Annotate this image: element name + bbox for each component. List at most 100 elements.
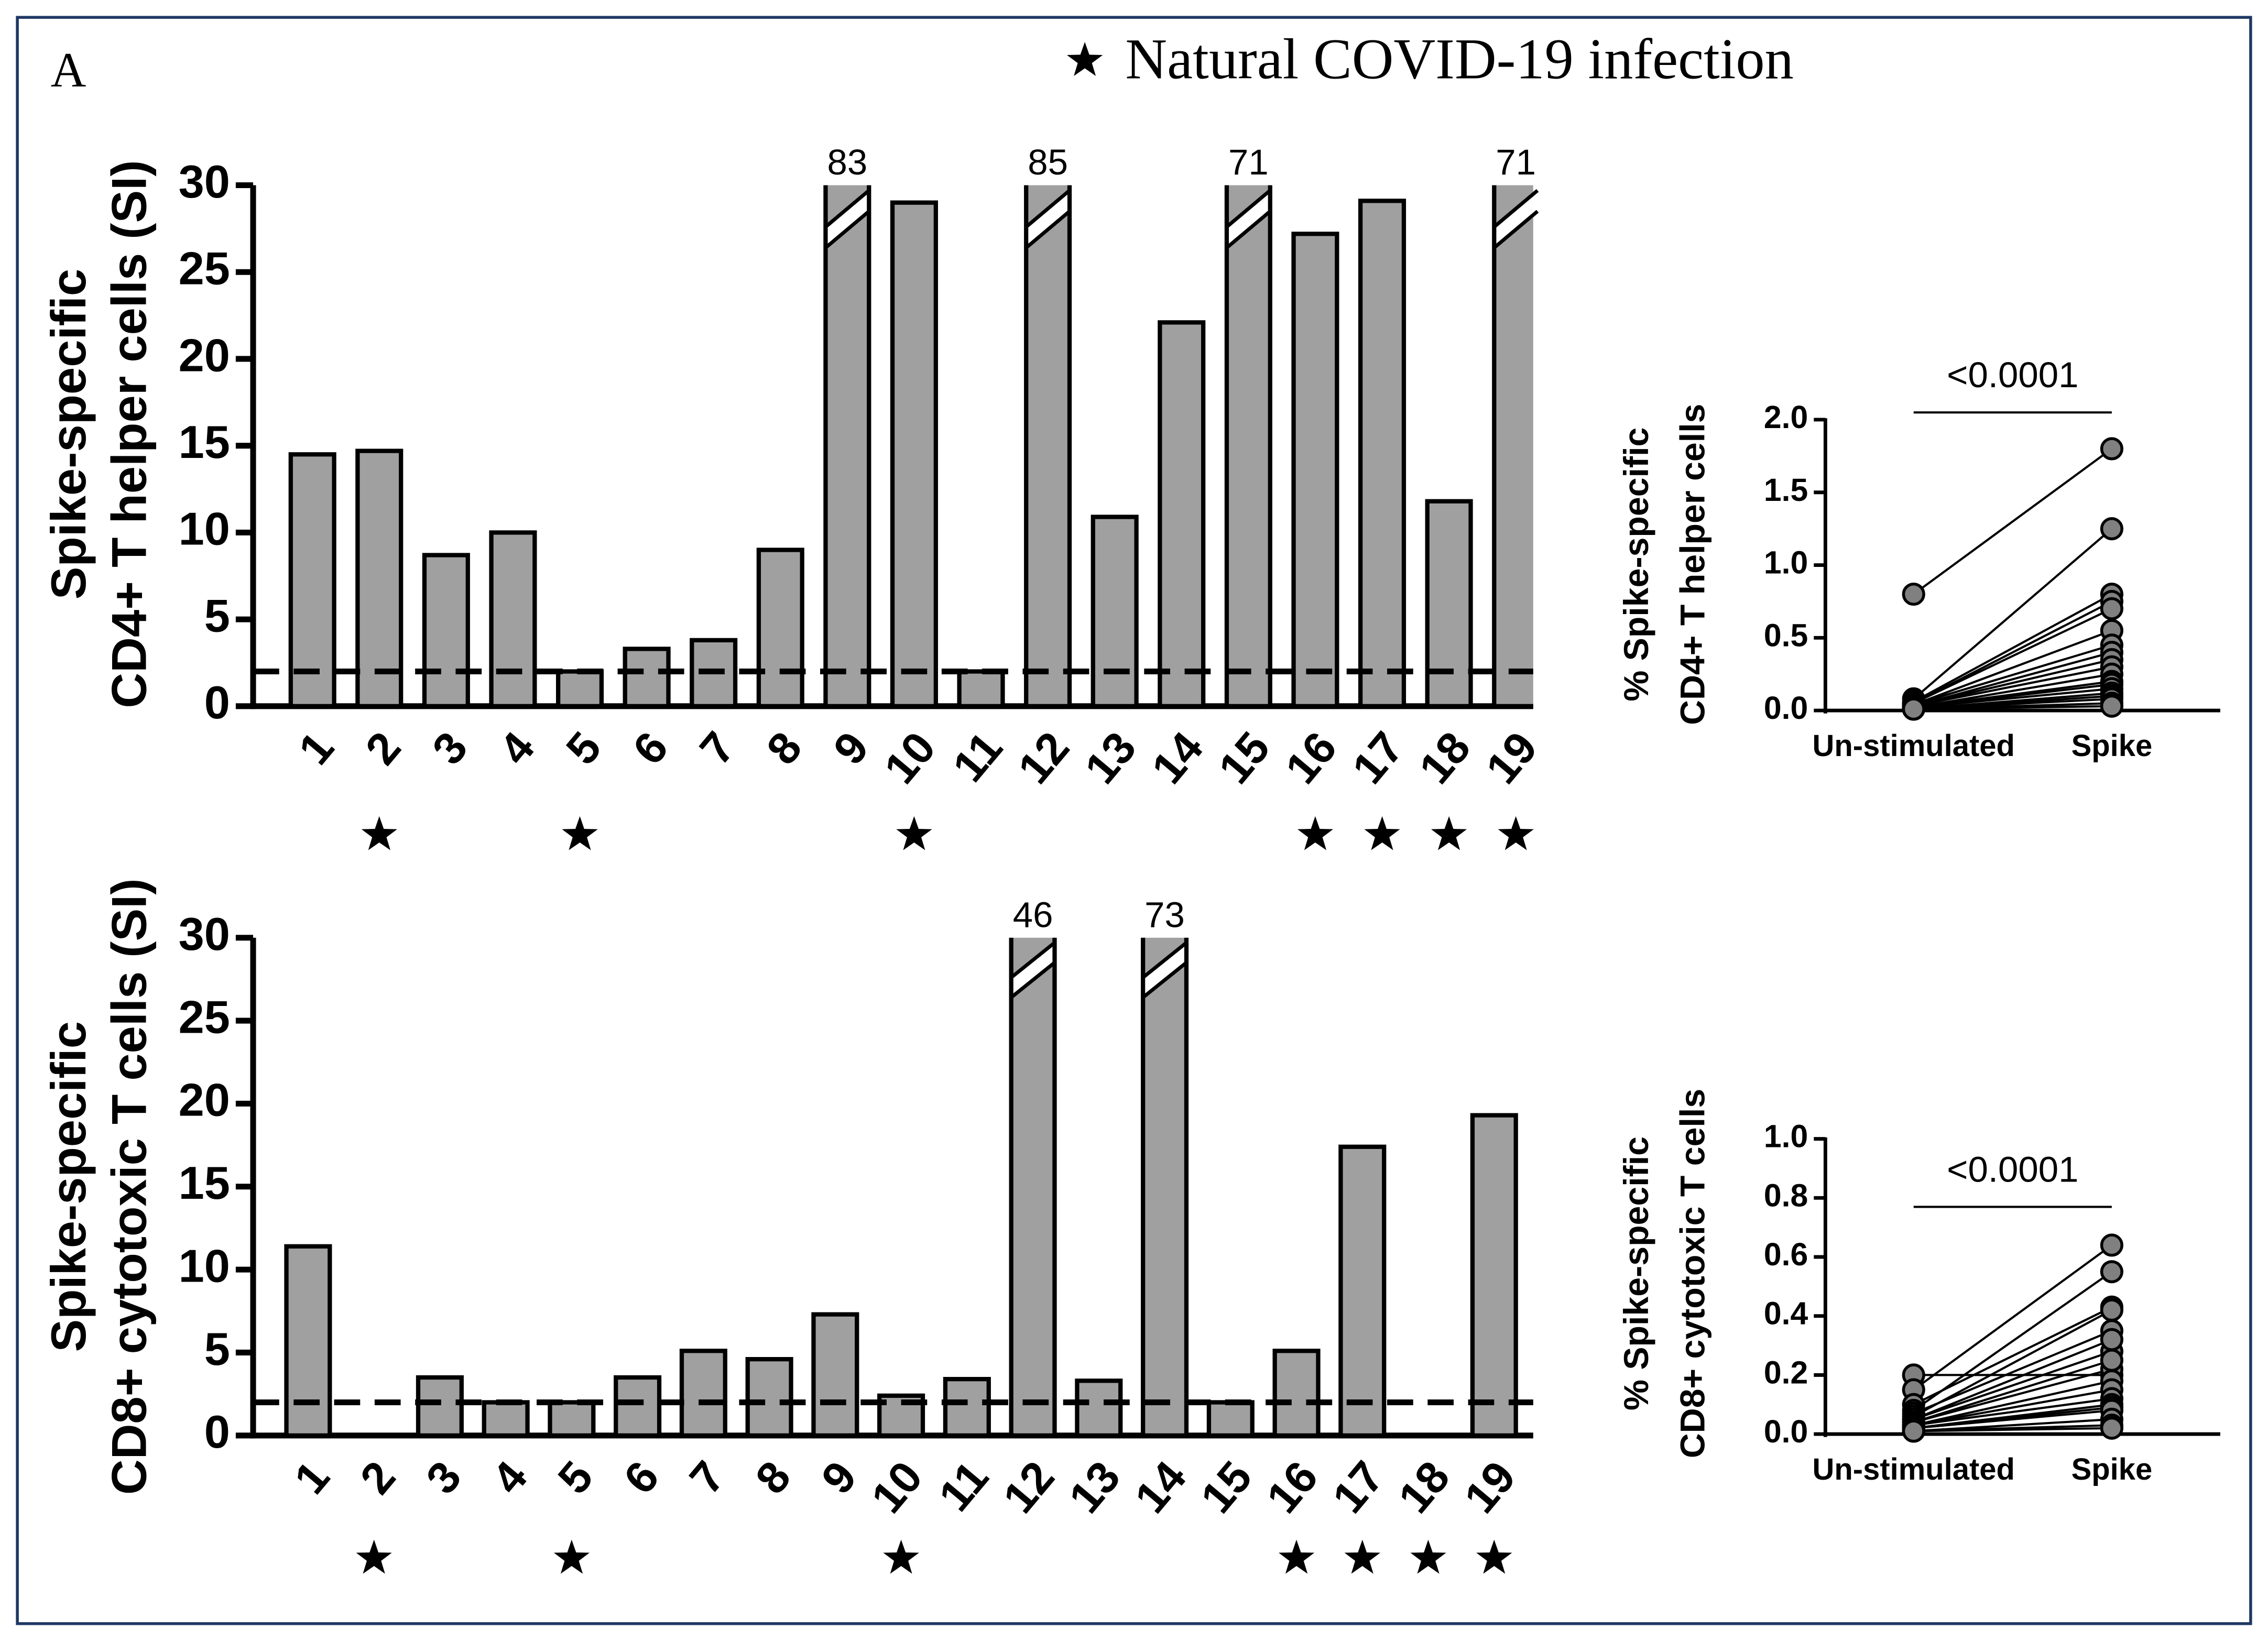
pair-line bbox=[1913, 629, 2112, 706]
bar bbox=[416, 1375, 464, 1438]
bar bbox=[422, 553, 470, 708]
natural-infection-star bbox=[883, 1539, 919, 1574]
point bbox=[1902, 582, 1925, 606]
bar bbox=[614, 1375, 662, 1438]
pair-line bbox=[1913, 1359, 2112, 1424]
bar bbox=[679, 1349, 727, 1438]
point bbox=[2100, 1260, 2123, 1284]
x-tick-label: 2 bbox=[351, 1452, 405, 1504]
bar bbox=[623, 647, 671, 708]
point bbox=[2100, 1328, 2123, 1351]
x-tick-label: 4 bbox=[483, 1452, 537, 1503]
natural-infection-star bbox=[1410, 1539, 1446, 1574]
x-tick-label: 5 bbox=[557, 723, 611, 774]
y-tick-label: 20 bbox=[179, 329, 230, 381]
axis-break-line bbox=[1010, 961, 1056, 999]
bar bbox=[943, 1376, 991, 1438]
y-axis-label: % Spike-specific bbox=[1617, 428, 1656, 702]
bar bbox=[355, 448, 404, 708]
y-tick-label: 20 bbox=[179, 1074, 230, 1126]
axis-break bbox=[1496, 190, 1535, 248]
y-axis-label: CD8+ cytotoxic T cells (SI) bbox=[102, 878, 157, 1495]
y-tick-label: 0.2 bbox=[1764, 1354, 1808, 1390]
value-label: 46 bbox=[1013, 894, 1053, 935]
pair-line bbox=[1913, 1388, 2112, 1427]
axis-break-line bbox=[1225, 210, 1271, 249]
x-tick-label: 5 bbox=[549, 1452, 603, 1504]
bar bbox=[823, 185, 871, 708]
pair-line bbox=[1913, 447, 2113, 595]
natural-infection-star bbox=[1431, 816, 1467, 850]
bar bbox=[745, 1356, 793, 1438]
y-axis-label: % Spike-specific bbox=[1617, 1136, 1656, 1410]
axis-break bbox=[1145, 943, 1184, 998]
y-tick-label: 25 bbox=[179, 243, 230, 294]
y-tick-label: 5 bbox=[204, 1323, 230, 1375]
value-label: 85 bbox=[1028, 142, 1068, 182]
axis-break-line bbox=[1142, 961, 1188, 999]
x-tick-label: Un-stimulated bbox=[1813, 729, 2015, 763]
point bbox=[2100, 517, 2123, 541]
pair-line bbox=[1913, 1397, 2112, 1427]
natural-infection-star bbox=[356, 1539, 392, 1574]
pair-line bbox=[1913, 651, 2112, 707]
x-tick-label: 10 bbox=[862, 1452, 932, 1523]
bar bbox=[1425, 499, 1473, 708]
natural-infection-star bbox=[562, 816, 598, 850]
x-tick-label: 18 bbox=[1389, 1452, 1459, 1523]
pair-line bbox=[1913, 673, 2112, 709]
bar bbox=[1009, 937, 1057, 1438]
pair-line bbox=[1913, 1338, 2112, 1420]
bar bbox=[489, 530, 537, 708]
x-tick-label: 4 bbox=[490, 723, 544, 774]
bar bbox=[1470, 1113, 1518, 1438]
x-tick-label: 17 bbox=[1343, 723, 1413, 793]
bar bbox=[1091, 515, 1139, 708]
y-tick-label: 0 bbox=[204, 1406, 230, 1458]
point bbox=[1902, 697, 1925, 721]
y-tick-label: 1.5 bbox=[1764, 472, 1808, 508]
x-tick-label: 11 bbox=[930, 1452, 998, 1520]
y-tick-label: 1.0 bbox=[1764, 1119, 1808, 1154]
pair-line bbox=[1913, 658, 2112, 707]
axis-break-line bbox=[824, 210, 870, 249]
x-tick-label: 16 bbox=[1258, 1452, 1328, 1523]
pair-line bbox=[1913, 1409, 2112, 1429]
figure-border bbox=[16, 16, 2252, 1625]
point bbox=[2100, 694, 2123, 718]
axis-break bbox=[1013, 943, 1053, 998]
x-tick-label: 14 bbox=[1126, 1452, 1196, 1522]
legend-marker bbox=[1066, 42, 1103, 76]
axis-break-line bbox=[1493, 189, 1539, 228]
x-tick-label: 12 bbox=[994, 1452, 1064, 1523]
pair-line bbox=[1913, 644, 2112, 706]
x-tick-label: 12 bbox=[1009, 723, 1079, 793]
axis-break bbox=[1028, 190, 1067, 248]
pair-line bbox=[1913, 528, 2113, 700]
x-tick-label: Spike bbox=[2071, 1453, 2153, 1486]
pair-line bbox=[1913, 1309, 2112, 1418]
axis-break-line bbox=[1024, 189, 1071, 228]
natural-infection-star bbox=[1344, 1539, 1381, 1574]
bar bbox=[1291, 232, 1339, 708]
pair-line bbox=[1913, 593, 2112, 703]
y-tick-label: 2.0 bbox=[1764, 399, 1808, 435]
value-label: 71 bbox=[1496, 142, 1536, 182]
bar bbox=[1224, 185, 1272, 708]
y-tick-label: 0.4 bbox=[1764, 1296, 1808, 1331]
bar bbox=[555, 669, 604, 708]
point bbox=[2100, 1298, 2123, 1322]
y-axis-label: Spike-specific bbox=[41, 269, 96, 599]
y-tick-label: 0.0 bbox=[1764, 690, 1808, 726]
bar bbox=[482, 1400, 530, 1438]
pair-line bbox=[1913, 705, 2112, 710]
bar bbox=[1024, 185, 1072, 708]
x-tick-label: 8 bbox=[757, 723, 811, 774]
natural-infection-star bbox=[1476, 1539, 1512, 1574]
x-tick-label: 13 bbox=[1076, 723, 1146, 793]
value-label: 73 bbox=[1144, 894, 1185, 935]
y-axis-label: CD4+ T helper cells (SI) bbox=[102, 160, 157, 708]
x-tick-label: 1 bbox=[289, 723, 343, 774]
pair-line bbox=[1913, 687, 2112, 709]
